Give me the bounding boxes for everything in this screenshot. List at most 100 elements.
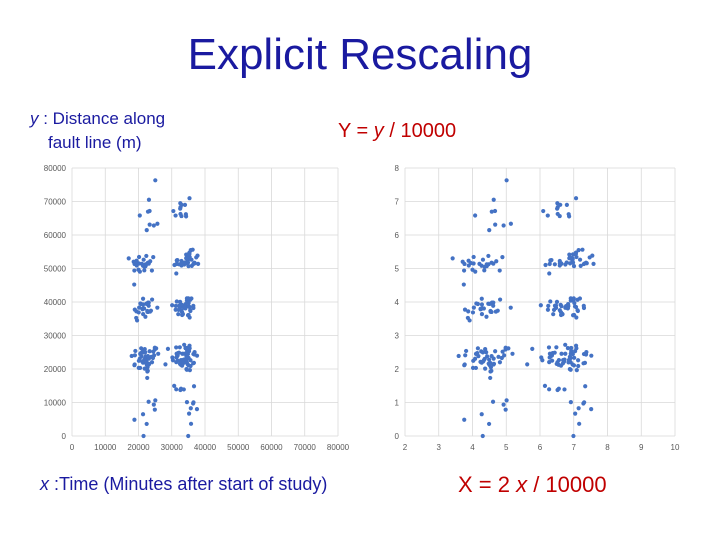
- right-chart-data-point: [581, 303, 586, 308]
- right-chart-data-point: [482, 268, 487, 273]
- left-chart-data-point: [173, 213, 178, 218]
- right-chart-data-point: [555, 387, 560, 393]
- right-chart-data-point: [508, 305, 513, 310]
- left-chart-data-point: [175, 358, 180, 363]
- right-chart-data-point: [573, 196, 579, 201]
- right-chart-data-point: [562, 387, 567, 392]
- right-chart-data-point: [568, 400, 573, 405]
- slide-title: Explicit Rescaling: [187, 30, 533, 79]
- right-chart-data-point: [479, 263, 484, 268]
- right-chart-data-point: [582, 261, 587, 266]
- right-chart-data-point: [463, 353, 468, 358]
- left-chart-data-point: [165, 346, 171, 351]
- right-chart-data-point: [484, 314, 489, 319]
- left-chart-data-point: [182, 202, 188, 208]
- right-chart-data-point: [552, 350, 557, 355]
- right-chart-data-point: [491, 197, 496, 202]
- right-chart-data-point: [483, 366, 488, 371]
- left-chart-data-point: [187, 343, 192, 348]
- right-chart-y-tick-label: 0: [395, 432, 400, 441]
- left-chart-data-point: [191, 400, 196, 405]
- left-chart-data-point: [189, 296, 194, 301]
- right-chart-data-point: [582, 400, 587, 405]
- left-chart-data-point: [175, 257, 180, 263]
- right-chart-data-point: [496, 354, 501, 359]
- right-chart-data-point: [567, 252, 572, 257]
- left-chart-data-point: [142, 366, 147, 371]
- right-chart-y-tick-label: 8: [395, 164, 400, 173]
- left-chart-data-point: [140, 412, 146, 417]
- right-chart-data-point: [559, 351, 564, 356]
- left-chart-data-point: [132, 353, 138, 358]
- right-chart-data-point: [569, 345, 574, 351]
- left-chart-data-point: [145, 354, 151, 359]
- left-chart-data-point: [134, 318, 140, 323]
- right-chart-data-point: [471, 358, 476, 363]
- left-chart-data-point: [141, 306, 146, 311]
- left-chart-y-tick-label: 50000: [44, 265, 67, 274]
- right-chart-data-point: [568, 296, 573, 301]
- right-chart-data-point: [486, 421, 492, 427]
- left-chart-data-point: [145, 375, 150, 381]
- left-chart-data-point: [183, 306, 188, 311]
- right-chart-data-point: [589, 407, 594, 412]
- right-chart-data-point: [481, 358, 486, 363]
- right-chart-data-point: [543, 262, 548, 268]
- y-variable: y: [30, 109, 39, 128]
- left-chart-data-point: [144, 228, 149, 233]
- right-chart-data-point: [480, 306, 485, 311]
- right-chart-data-point: [466, 263, 471, 268]
- left-chart-data-point: [142, 268, 147, 273]
- right-chart-data-point: [466, 309, 471, 314]
- right-chart-data-point: [487, 357, 492, 362]
- right-chart-data-point: [565, 346, 570, 351]
- right-chart-data-point: [563, 342, 568, 347]
- left-chart-data-point: [184, 400, 190, 405]
- left-chart-data-point: [148, 259, 153, 264]
- right-chart-data-point: [489, 368, 494, 373]
- right-chart-data-point: [570, 260, 576, 265]
- left-chart-data-point: [147, 222, 152, 227]
- right-chart-data-point: [480, 350, 485, 355]
- right-chart-data-point: [542, 383, 548, 389]
- formula-x-suffix: / 10000: [527, 472, 607, 497]
- left-chart-data-point: [184, 355, 190, 360]
- left-chart-data-point: [174, 345, 179, 350]
- left-chart-data-point: [177, 345, 182, 350]
- formula-y-prefix: Y =: [338, 120, 374, 142]
- left-chart-y-tick-label: 30000: [44, 332, 67, 341]
- left-chart-data-point: [132, 307, 137, 312]
- right-chart-data-point: [479, 302, 485, 307]
- left-chart-y-tick-label: 10000: [44, 399, 67, 408]
- right-chart-data-point: [558, 302, 563, 307]
- left-chart-x-tick-label: 0: [70, 443, 75, 452]
- right-chart-y-tick-label: 7: [395, 198, 400, 207]
- right-chart-data-point: [555, 206, 560, 211]
- right-chart-y-tick-label: 3: [395, 332, 400, 341]
- right-chart-data-point: [471, 254, 476, 260]
- right-chart-data-point: [581, 361, 586, 366]
- left-chart-data-point: [186, 264, 191, 269]
- left-chart-data-point: [191, 261, 196, 266]
- right-chart-x-tick-label: 3: [437, 443, 442, 452]
- left-chart-data-point: [150, 297, 155, 302]
- right-chart-data-point: [568, 255, 573, 261]
- right-chart-data-point: [583, 384, 588, 389]
- right-chart-x-tick-label: 5: [504, 443, 509, 452]
- right-chart-data-point: [487, 301, 492, 307]
- right-chart-data-point: [558, 202, 563, 207]
- right-chart-data-point: [541, 208, 546, 214]
- left-chart-data-point: [155, 305, 160, 310]
- right-chart-data-point: [545, 213, 550, 218]
- left-chart-data-point: [183, 212, 188, 217]
- right-chart-data-point: [568, 367, 573, 372]
- right-chart-data-point: [471, 261, 476, 266]
- left-chart-data-point: [144, 361, 149, 366]
- left-chart-data-point: [174, 271, 179, 276]
- left-chart-data-point: [129, 353, 134, 359]
- right-chart-data-point: [589, 353, 594, 358]
- left-chart-data-point: [172, 383, 177, 389]
- left-chart-x-tick-label: 10000: [94, 443, 117, 452]
- left-chart-data-point: [137, 213, 142, 218]
